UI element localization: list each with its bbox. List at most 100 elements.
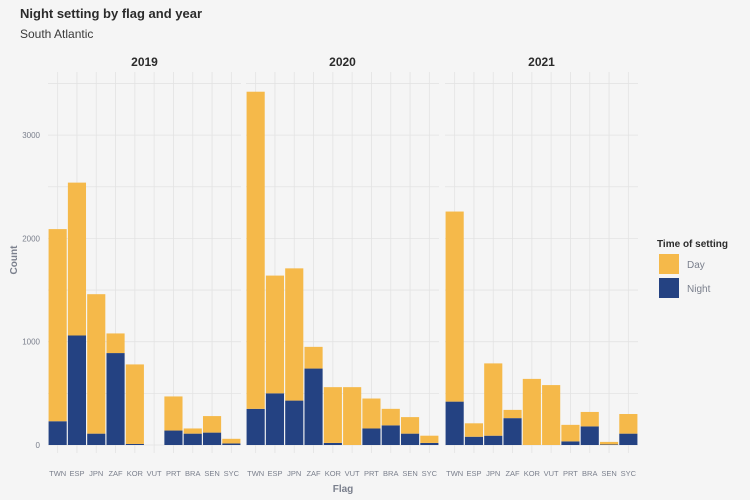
bar-day-2019-SEN [202,416,222,433]
chart-subtitle: South Atlantic [20,27,93,41]
bar-night-2021-PRT [561,441,580,445]
bar-night-2021-ESP [464,436,484,445]
bar-night-2019-ZAF [106,353,125,445]
bar-night-2019-PRT [164,430,183,445]
bar-day-2021-BRA [580,411,599,427]
bar-night-2021-SYC [619,433,638,445]
bar-night-2020-JPN [285,400,304,445]
bar-night-2019-SEN [202,432,222,445]
legend-label-day: Day [687,260,705,271]
y-tick-label: 0 [36,441,41,450]
bar-day-2020-SYC [420,435,439,443]
facet-label: 2020 [329,55,356,69]
bar-night-2020-SYC [420,442,439,445]
bar-day-2019-KOR [125,364,144,444]
bar-day-2019-SYC [222,438,241,444]
x-tick-label: KOR [127,469,144,478]
legend-title: Time of setting [657,239,728,250]
x-tick-label: VUT [544,469,559,478]
x-tick-label: ESP [69,469,84,478]
facet-panel-2020: 2020 TWN ESP JPN ZAF KOR VUT PRT BRA SEN SYC [246,55,439,478]
legend-swatch-night [659,278,679,298]
x-tick-label: JPN [89,469,103,478]
bar-day-2020-ESP [265,275,285,394]
bar-day-2019-TWN [48,229,67,422]
bar-night-2020-BRA [381,425,400,445]
bar-day-2020-ZAF [304,346,323,369]
x-tick-label: SEN [601,469,616,478]
facet-panel-2021: 2021 TWN ESP JPN ZAF KOR VUT PRT BRA SEN SYC [445,55,638,478]
x-tick-label: SEN [402,469,417,478]
bar-night-2021-SEN [599,444,619,445]
x-tick-label: JPN [287,469,301,478]
x-tick-label: ZAF [505,469,520,478]
x-tick-label: VUT [345,469,360,478]
x-tick-label: SYC [621,469,637,478]
bar-day-2020-VUT [343,387,362,445]
bar-day-2021-SEN [599,441,619,445]
bar-day-2019-ZAF [106,333,125,354]
x-tick-label: ZAF [108,469,123,478]
bar-day-2021-ESP [464,423,484,437]
x-axis-title: Flag [333,484,354,495]
chart-title: Night setting by flag and year [20,6,202,21]
bar-night-2019-BRA [183,433,202,445]
bar-day-2021-TWN [445,211,464,402]
y-tick-label: 1000 [22,338,40,347]
x-tick-label: PRT [364,469,379,478]
x-tick-label: KOR [325,469,342,478]
x-tick-label: ESP [267,469,282,478]
x-tick-label: SYC [422,469,438,478]
bar-night-2021-BRA [580,426,599,445]
bar-night-2021-TWN [445,401,464,445]
bar-night-2020-TWN [246,408,265,445]
bar-day-2020-TWN [246,91,265,409]
x-tick-label: PRT [166,469,181,478]
x-tick-label: TWN [247,469,264,478]
bar-day-2020-PRT [362,398,381,429]
legend-swatch-day [659,254,679,274]
x-tick-label: TWN [446,469,463,478]
y-tick-label: 2000 [22,234,40,243]
x-tick-label: ESP [466,469,481,478]
x-tick-label: BRA [582,469,597,478]
x-tick-label: TWN [49,469,66,478]
x-tick-label: VUT [147,469,162,478]
bar-day-2019-PRT [164,396,183,431]
bar-day-2021-JPN [484,363,503,436]
bar-day-2020-SEN [400,417,420,434]
bar-night-2019-SYC [222,443,241,445]
bar-day-2019-JPN [87,294,106,434]
bar-night-2020-SEN [400,433,420,445]
bar-night-2019-TWN [48,421,67,445]
bar-day-2021-VUT [542,385,561,445]
bar-night-2020-KOR [323,442,342,445]
x-tick-label: BRA [383,469,398,478]
x-tick-label: ZAF [306,469,321,478]
legend-label-night: Night [687,284,711,295]
facet-label: 2019 [131,55,158,69]
bar-night-2020-ESP [265,393,285,445]
bar-night-2021-JPN [484,435,503,445]
bar-day-2021-PRT [561,424,580,442]
bar-night-2019-ESP [67,335,87,445]
bar-night-2021-ZAF [503,418,522,445]
y-axis-ticks: 0 1000 2000 3000 [22,131,40,450]
x-tick-label: BRA [185,469,200,478]
bar-night-2019-JPN [87,433,106,445]
y-tick-label: 3000 [22,131,40,140]
x-tick-label: PRT [563,469,578,478]
bar-day-2019-ESP [67,182,87,336]
bar-day-2019-BRA [183,428,202,434]
bar-night-2019-KOR [125,443,144,445]
x-tick-label: JPN [486,469,500,478]
y-axis-title: Count [9,245,20,275]
bar-day-2020-BRA [381,408,400,426]
x-tick-label: KOR [524,469,541,478]
bar-day-2021-ZAF [503,409,522,419]
bar-night-2020-ZAF [304,368,323,445]
bar-day-2021-KOR [522,378,541,445]
x-tick-label: SYC [224,469,240,478]
x-tick-label: SEN [204,469,219,478]
